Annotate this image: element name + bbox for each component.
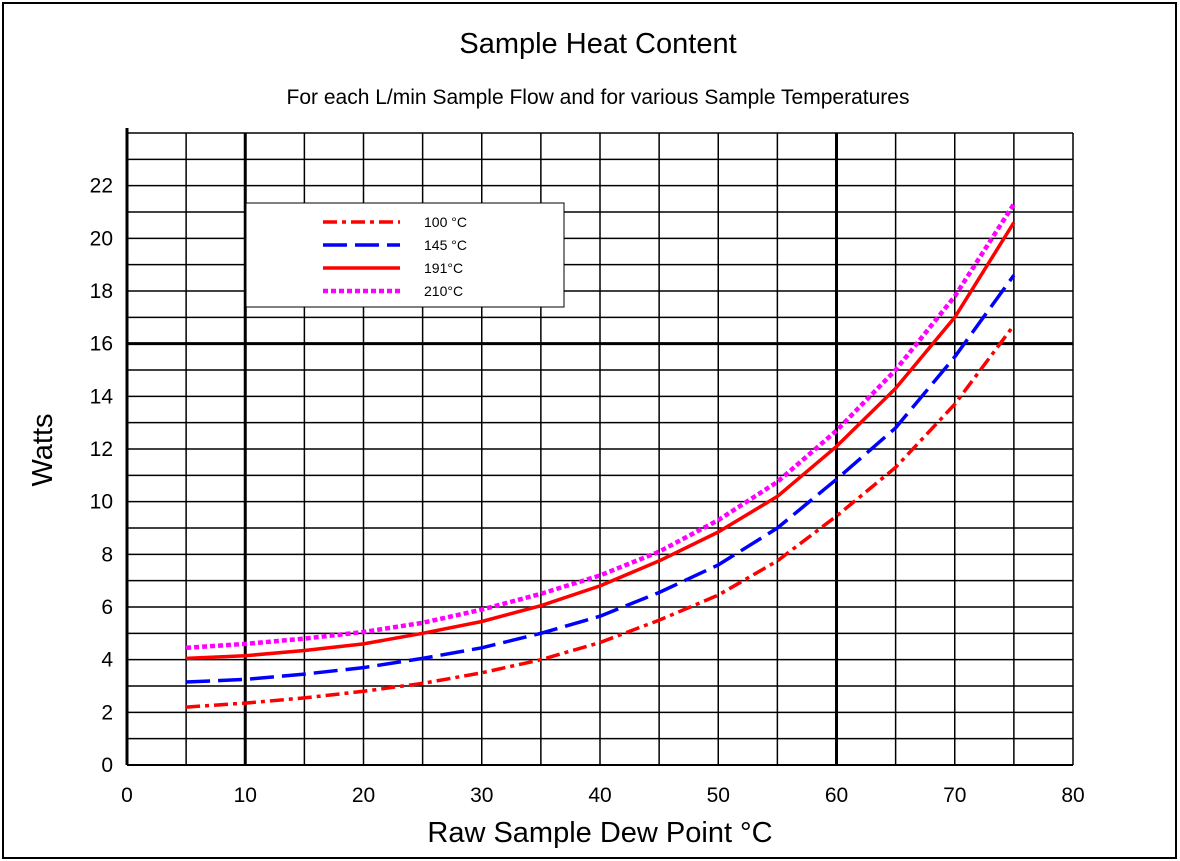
y-axis-title: Watts [27, 413, 59, 486]
series-lines [185, 202, 1016, 709]
x-tick-label: 30 [470, 784, 493, 807]
y-tick-label: 22 [90, 175, 113, 198]
x-tick-label: 40 [588, 784, 611, 807]
y-tick-label: 16 [90, 333, 113, 356]
legend-label-3: 191°C [424, 260, 463, 276]
series-line-2 [186, 274, 1016, 684]
y-tick-labels: 0 2 4 6 8 10 12 14 16 18 20 22 [90, 175, 114, 777]
x-tick-label: 50 [707, 784, 730, 807]
x-tick-label: 70 [943, 784, 966, 807]
legend-box [245, 202, 565, 308]
y-tick-label: 14 [90, 385, 114, 408]
y-tick-label: 8 [101, 543, 113, 566]
legend-label-2: 145 °C [424, 237, 467, 253]
chart-title: Sample Heat Content [459, 28, 736, 60]
series-line-1 [185, 324, 1016, 709]
x-tick-label: 10 [234, 784, 257, 807]
y-tick-label: 20 [90, 227, 113, 250]
x-tick-labels: 0 10 20 30 40 50 60 70 80 [121, 784, 1085, 807]
series-line-4 [185, 202, 1016, 651]
y-tick-label: 10 [90, 491, 113, 514]
legend: 100 °C 145 °C 191°C 210°C [245, 202, 565, 308]
y-tick-label: 18 [90, 280, 113, 303]
x-tick-label: 80 [1061, 784, 1084, 807]
x-tick-label: 60 [825, 784, 848, 807]
x-axis-title: Raw Sample Dew Point °C [427, 817, 772, 849]
y-tick-label: 6 [101, 596, 113, 619]
x-tick-label: 20 [352, 784, 375, 807]
series-line-3 [186, 221, 1016, 661]
y-tick-label: 0 [101, 754, 113, 777]
y-tick-label: 4 [101, 649, 113, 672]
x-tick-label: 0 [121, 784, 133, 807]
legend-label-1: 100 °C [424, 214, 467, 230]
y-tick-label: 2 [101, 701, 113, 724]
legend-label-4: 210°C [424, 283, 463, 299]
y-tick-label: 12 [90, 438, 113, 461]
chart-subtitle: For each L/min Sample Flow and for vario… [287, 86, 910, 109]
